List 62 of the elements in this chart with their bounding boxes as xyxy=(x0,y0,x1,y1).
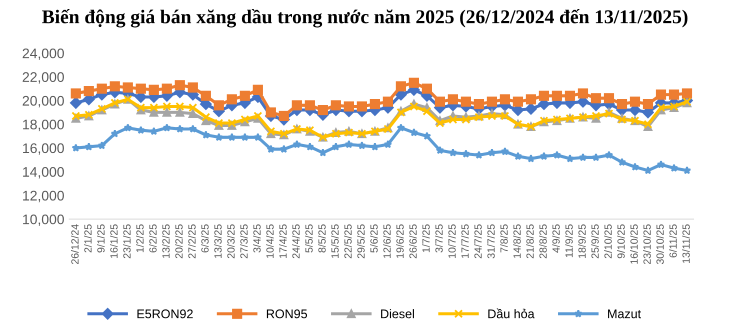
x-tick-label: 1/7/25 xyxy=(422,224,430,252)
x-tick-label: 3/7/25 xyxy=(435,224,443,253)
x-tick-label: 1/2/25 xyxy=(136,224,144,252)
x-tick-label: 27/2/25 xyxy=(188,224,196,258)
x-tick-label: 6/11/25 xyxy=(669,224,677,258)
x-tick-label: 2/10/25 xyxy=(604,224,612,258)
y-tick-label: 24,000 xyxy=(22,48,64,60)
x-tick-label: 31/7/25 xyxy=(487,224,495,258)
x-tick-label: 17/7/25 xyxy=(461,224,469,258)
legend-label: Dầu hỏa xyxy=(488,308,535,318)
legend-label: Mazut xyxy=(608,310,641,318)
x-tick-label: 25/9/25 xyxy=(591,224,599,258)
x-tick-label: 13/11/25 xyxy=(682,224,690,263)
x-tick-label: 23/10/25 xyxy=(643,224,651,264)
x-tick-label: 20/3/25 xyxy=(227,224,235,258)
x-tick-label: 24/4/25 xyxy=(292,224,300,258)
x-tick-label: 22/5/25 xyxy=(344,224,352,258)
x-tick-label: 9/10/25 xyxy=(617,224,625,258)
x-tick-label: 16/10/25 xyxy=(630,224,638,264)
x-tick-label: 4/9/25 xyxy=(552,224,560,253)
x-tick-label: 26/6/25 xyxy=(409,224,417,258)
x-tick-label: 2/1/25 xyxy=(84,224,92,252)
x-tick-label: 28/8/25 xyxy=(539,224,547,258)
x-tick-label: 3/4/25 xyxy=(253,224,261,253)
x-tick-label: 29/5/25 xyxy=(357,224,365,258)
x-tick-label: 9/1/25 xyxy=(97,224,105,252)
x-tick-label: 27/3/25 xyxy=(240,224,248,258)
legend-label: RON95 xyxy=(266,309,308,318)
x-tick-label: 6/2/25 xyxy=(149,224,157,252)
y-tick-label: 14,000 xyxy=(23,167,64,178)
y-tick-label: 12,000 xyxy=(23,190,64,202)
x-tick-label: 10/7/25 xyxy=(448,224,456,258)
x-tick-label: 21/8/25 xyxy=(526,224,534,258)
x-tick-label: 5/5/25 xyxy=(305,224,313,253)
y-tick-label: 20,000 xyxy=(22,96,64,108)
x-tick-label: 8/5/25 xyxy=(318,224,326,252)
x-tick-label: 11/9/25 xyxy=(565,224,573,258)
y-tick-label: 18,000 xyxy=(23,120,64,132)
x-tick-label: 19/6/25 xyxy=(396,224,404,258)
y-tick-label: 10,000 xyxy=(23,214,64,226)
y-tick-label: 22,000 xyxy=(22,72,64,84)
x-tick-label: 30/10/25 xyxy=(656,224,664,264)
x-tick-label: 15/5/25 xyxy=(331,224,339,258)
legend-label: Diesel xyxy=(381,309,414,318)
x-tick-label: 13/2/25 xyxy=(162,224,170,258)
x-tick-label: 18/9/25 xyxy=(578,224,586,258)
x-tick-label: 13/3/25 xyxy=(214,224,222,258)
x-tick-label: 23/1/25 xyxy=(123,224,131,258)
x-tick-label: 17/4/25 xyxy=(279,224,287,258)
x-tick-label: 24/7/25 xyxy=(474,224,482,258)
y-tick-label: 16,000 xyxy=(23,143,64,155)
x-tick-label: 26/12/24 xyxy=(70,224,79,264)
x-tick-label: 14/8/25 xyxy=(513,224,521,258)
x-tick-label: 5/6/25 xyxy=(370,224,378,253)
x-tick-label: 20/2/25 xyxy=(175,224,183,258)
chart-title: Biến động giá bán xăng dầu trong nước năm 2025 (26/12/2024 đến 13/11/2025) xyxy=(42,9,688,28)
x-tick-label: 12/6/25 xyxy=(383,224,391,258)
x-tick-label: 16/1/25 xyxy=(110,224,118,258)
x-tick-label: 7/8/25 xyxy=(500,224,508,252)
legend-label: E5RON92 xyxy=(137,309,193,318)
x-tick-label: 6/3/25 xyxy=(201,224,209,252)
x-tick-label: 10/4/25 xyxy=(266,224,274,258)
